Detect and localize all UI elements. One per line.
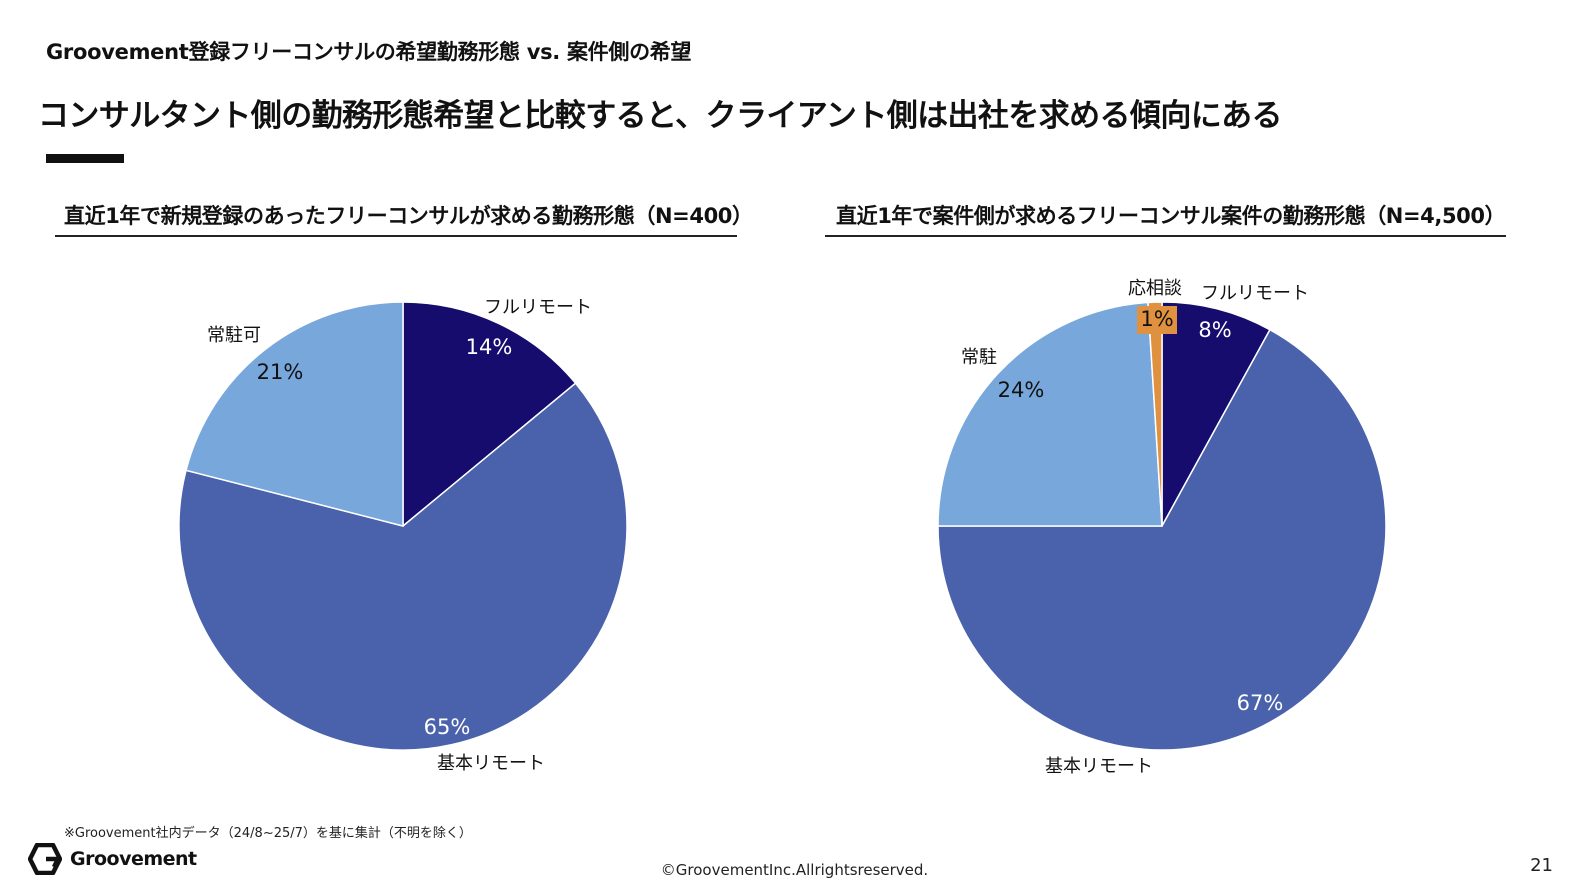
pie-slice-3: [937, 301, 1163, 527]
slide-supertitle: Groovement登録フリーコンサルの希望勤務形態 vs. 案件側の希望: [46, 40, 692, 64]
pie-slice-2: [937, 328, 1387, 751]
slice-category-label: 応相談: [1128, 278, 1182, 299]
copyright-text: ©GroovementInc.Allrightsreserved.: [660, 861, 929, 879]
slice-category-label: フルリモート: [484, 297, 592, 318]
left-chart-title: 直近1年で新規登録のあったフリーコンサルが求める勤務形態（N=400）: [64, 204, 753, 228]
pie-slice-3: [185, 301, 404, 527]
company-logo: Groovement: [28, 843, 197, 875]
small-slice-label-box: [1137, 306, 1177, 334]
slice-category-label: 基本リモート: [437, 753, 545, 774]
slide-headline: コンサルタント側の勤務形態希望と比較すると、クライアント側は出社を求める傾向にあ…: [38, 98, 1283, 134]
left-pie-chart: 14% フルリモート 65% 基本リモート 21% 常駐可: [178, 297, 628, 774]
slice-value-label: 14%: [466, 335, 513, 359]
slice-value-label: 24%: [998, 378, 1045, 402]
slice-value-label: 8%: [1198, 318, 1231, 342]
right-chart-title-rule: [825, 235, 1506, 237]
pie-slice-2: [178, 382, 628, 751]
right-chart-title: 直近1年で案件側が求めるフリーコンサル案件の勤務形態（N=4,500）: [836, 204, 1506, 228]
slice-value-label: 65%: [424, 715, 471, 739]
logo-wordmark: Groovement: [70, 848, 197, 870]
pie-slice-1: [1161, 301, 1271, 527]
slice-category-label: 常駐: [961, 347, 997, 368]
groovement-g-logo-icon: [28, 843, 62, 875]
left-chart-title-rule: [55, 235, 737, 237]
slice-value-label: 21%: [257, 360, 304, 384]
pie-slice-1: [402, 301, 577, 528]
source-footnote: ※Groovement社内データ（24/8~25/7）を基に集計（不明を除く）: [64, 826, 472, 841]
pie-slice-4: [1147, 301, 1163, 527]
right-pie-chart: 8% フルリモート 67% 基本リモート 24%常駐 1% 応相談: [937, 278, 1387, 777]
page-number: 21: [1530, 855, 1553, 876]
headline-accent-bar: [46, 154, 124, 163]
slice-value-label: 67%: [1237, 691, 1284, 715]
slice-category-label: フルリモート: [1201, 283, 1309, 304]
slice-category-label: 常駐可: [207, 325, 261, 346]
slice-category-label: 基本リモート: [1045, 756, 1153, 777]
slice-value-label: 1%: [1140, 307, 1173, 331]
